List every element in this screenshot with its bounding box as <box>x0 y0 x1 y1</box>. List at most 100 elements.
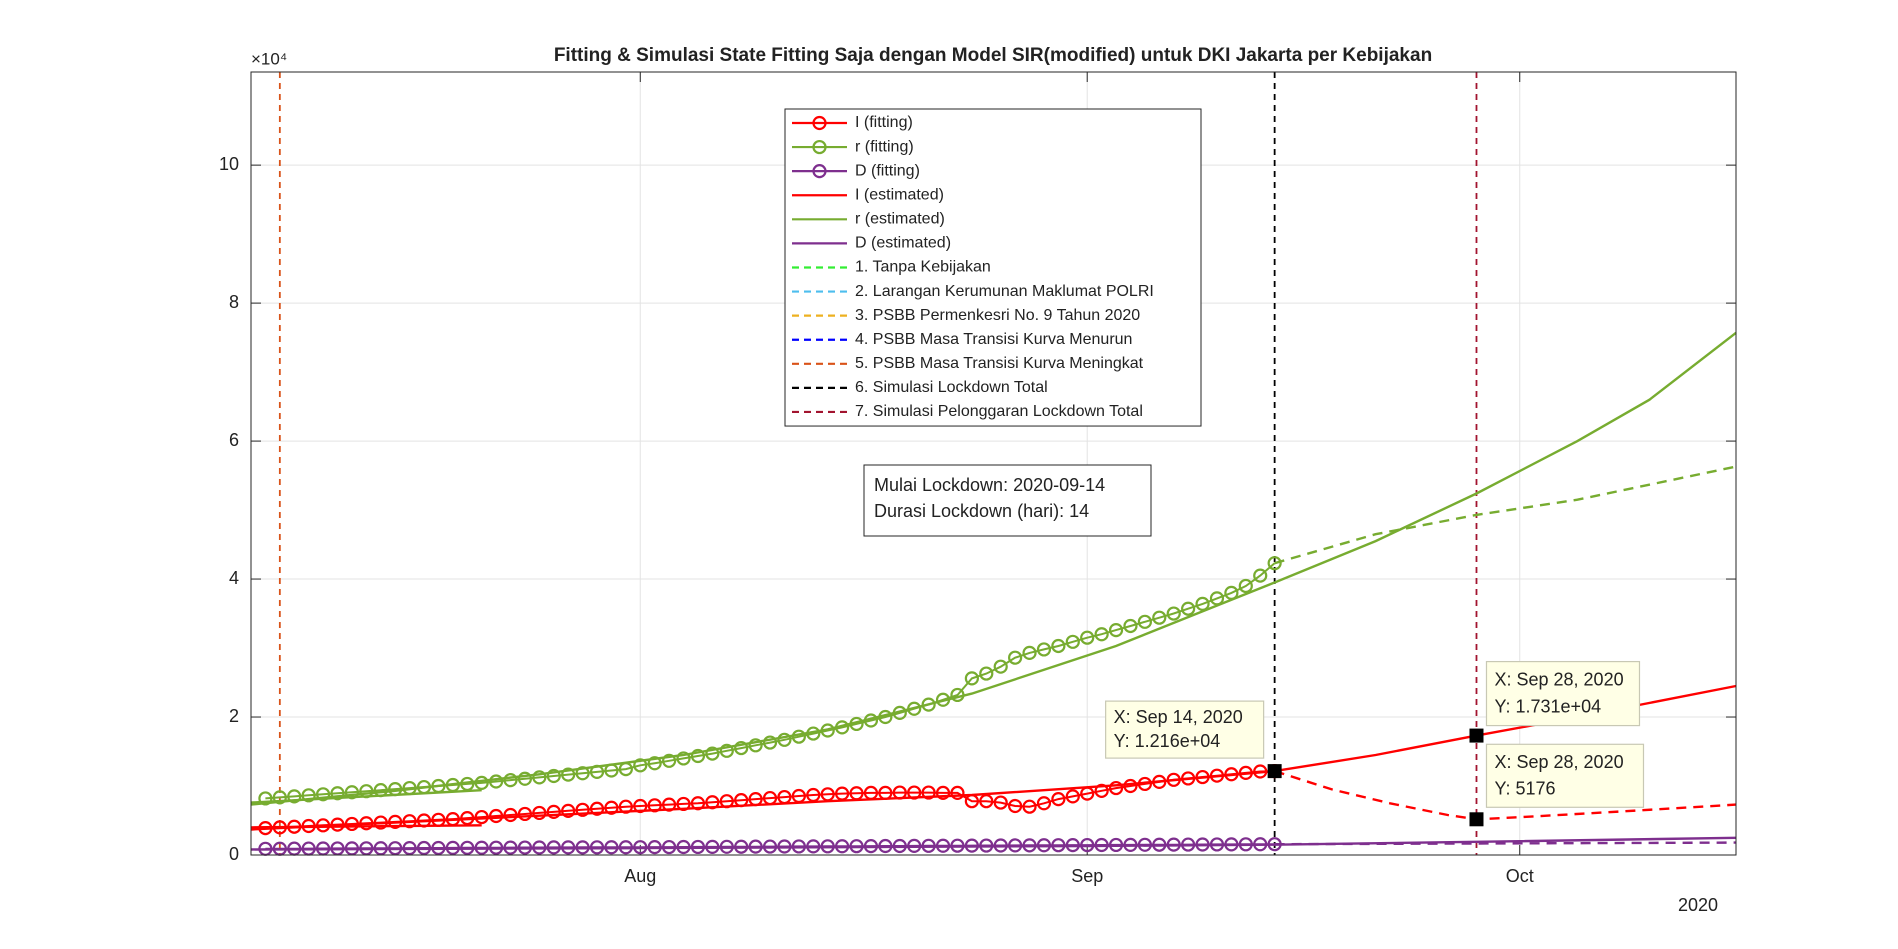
y-exponent-label: ×10⁴ <box>251 49 287 68</box>
fitting-marker <box>1051 792 1066 807</box>
datatip-y-label: Y: 1.216e+04 <box>1114 731 1221 751</box>
x-tick-label: Aug <box>624 866 656 886</box>
fitting-marker <box>474 775 489 791</box>
y-tick-label: 10 <box>219 154 239 174</box>
fitting-marker <box>762 735 778 750</box>
fitting-marker <box>734 740 749 756</box>
fitting-marker <box>546 768 561 784</box>
chart-title: Fitting & Simulasi State Fitting Saja de… <box>554 45 1432 66</box>
fitting-marker <box>315 787 331 802</box>
fitting-marker <box>1022 799 1037 814</box>
fitting-marker <box>561 803 576 818</box>
annotation-box <box>863 464 1152 537</box>
plot-frame <box>250 71 1737 856</box>
datatip-box <box>1105 700 1265 759</box>
fitting-marker <box>1065 634 1080 649</box>
legend-swatch-marker <box>812 139 827 155</box>
fitting-marker <box>993 659 1008 674</box>
fitting-marker <box>517 806 533 822</box>
fitting-marker <box>1065 789 1080 804</box>
fitting-marker <box>1094 627 1109 642</box>
legend-label: 1. Tanpa Kebijakan <box>855 259 991 276</box>
fitting-marker <box>690 748 706 764</box>
datatip-y-label: Y: 5176 <box>1494 778 1555 798</box>
fitting-marker <box>1108 780 1124 796</box>
fitting-marker <box>993 795 1008 810</box>
legend-label: 5. PSBB Masa Transisi Kurva Meningkat <box>855 355 1144 372</box>
x-year-label: 2020 <box>1678 895 1718 915</box>
fitting-marker <box>301 788 316 803</box>
datatip-x-label: X: Sep 28, 2020 <box>1494 670 1623 690</box>
simulation-line <box>1274 841 1737 846</box>
fitting-marker <box>662 753 677 768</box>
datatip-marker <box>1267 764 1282 779</box>
fitting-marker <box>964 671 979 686</box>
fitting-marker <box>1253 568 1268 583</box>
y-tick-label: 4 <box>229 568 239 588</box>
fitting-marker <box>719 743 734 758</box>
fitting-marker <box>1108 623 1124 638</box>
fitting-marker <box>921 785 936 800</box>
fitting-marker <box>1022 645 1037 660</box>
fitting-marker <box>1152 610 1167 625</box>
fitting-marker <box>1166 606 1181 621</box>
fitting-marker <box>633 758 648 773</box>
fitting-marker <box>950 785 965 801</box>
datatip-marker <box>1469 812 1484 827</box>
estimated-line <box>250 684 1737 831</box>
fitting-marker <box>1036 642 1052 657</box>
datatip-box <box>1485 660 1641 727</box>
legend-label: r (estimated) <box>855 211 945 228</box>
y-tick-label: 6 <box>229 430 239 450</box>
fitting-marker <box>287 789 302 804</box>
legend-swatch-marker <box>812 164 827 179</box>
legend-box <box>784 108 1202 427</box>
fitting-marker <box>488 774 504 789</box>
datatip-x-label: X: Sep 14, 2020 <box>1114 707 1243 727</box>
datatip-x-label: X: Sep 28, 2020 <box>1494 752 1623 772</box>
fitting-marker <box>1181 601 1196 616</box>
fitting-marker <box>575 766 590 781</box>
y-tick-label: 0 <box>229 844 239 864</box>
legend-label: I (estimated) <box>855 186 944 203</box>
fitting-marker <box>604 800 619 815</box>
legend-label: I (fitting) <box>855 114 913 131</box>
fitting-marker <box>979 666 994 681</box>
fitting-marker <box>503 773 518 788</box>
x-tick-label: Sep <box>1071 866 1103 886</box>
fitting-marker <box>532 805 547 821</box>
legend-label: 4. PSBB Masa Transisi Kurva Menurun <box>855 331 1132 348</box>
annotation-text: Mulai Lockdown: 2020-09-14 <box>874 475 1105 495</box>
legend-label: 3. PSBB Permenkesri No. 9 Tahun 2020 <box>855 307 1140 324</box>
fitting-marker <box>1094 783 1109 798</box>
fitting-marker <box>488 808 504 824</box>
fitting-marker <box>935 785 951 801</box>
x-tick-label: Oct <box>1506 866 1534 886</box>
fitting-marker <box>503 807 518 823</box>
legend-label: 6. Simulasi Lockdown Total <box>855 379 1048 396</box>
fitting-marker <box>1123 778 1138 794</box>
legend-label: D (fitting) <box>855 162 920 179</box>
fitting-marker <box>705 746 720 761</box>
datatip-marker <box>1469 728 1484 743</box>
fitting-marker <box>1195 596 1210 611</box>
estimated-line <box>250 789 482 804</box>
datatip-box <box>1485 743 1645 808</box>
y-tick-label: 8 <box>229 292 239 312</box>
annotation-text: Durasi Lockdown (hari): 14 <box>874 501 1089 521</box>
estimated-line <box>250 331 1737 806</box>
fitting-marker <box>575 802 590 817</box>
fitting-marker <box>258 791 273 806</box>
estimated-line <box>250 836 1737 851</box>
fitting-marker <box>748 738 763 753</box>
fitting-marker <box>777 732 792 747</box>
legend-swatch-marker <box>812 115 827 131</box>
fitting-marker <box>1267 556 1282 571</box>
estimated-line <box>250 824 482 829</box>
fitting-marker <box>517 771 533 786</box>
fitting-marker <box>272 790 287 805</box>
fitting-marker <box>532 770 547 785</box>
fitting-marker <box>1123 618 1138 634</box>
fitting-marker <box>561 767 576 782</box>
simulation-line <box>1274 465 1737 565</box>
